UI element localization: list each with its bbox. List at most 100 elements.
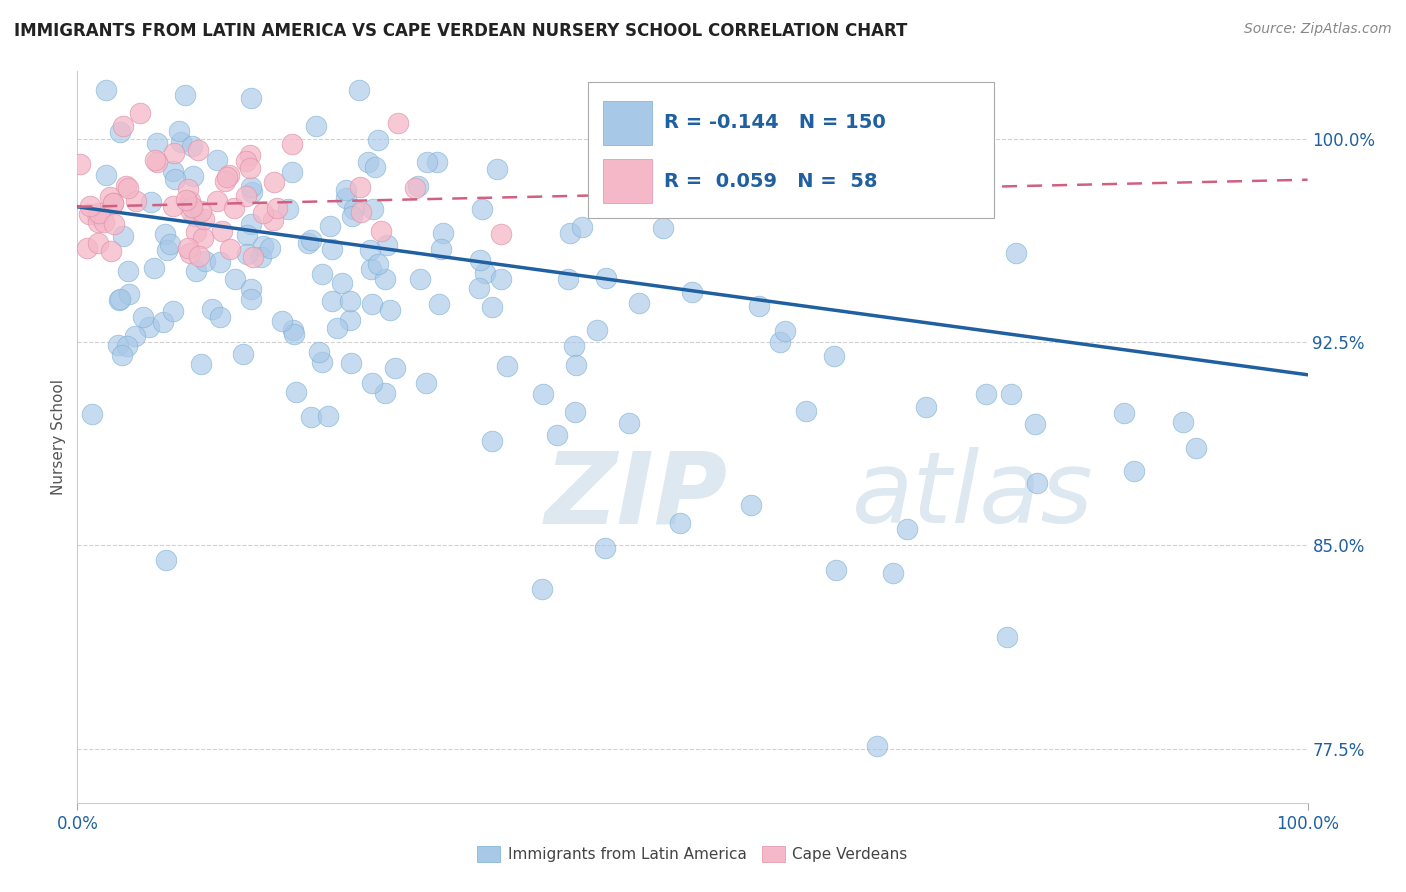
- Point: [124, 329, 146, 343]
- Point: [378, 303, 401, 318]
- Point: [426, 155, 449, 169]
- Point: [361, 202, 384, 216]
- Point: [1185, 442, 1208, 456]
- Point: [1000, 386, 1022, 401]
- Point: [129, 105, 152, 120]
- Point: [132, 310, 155, 324]
- FancyBboxPatch shape: [588, 82, 994, 218]
- Point: [470, 253, 492, 268]
- Point: [404, 181, 426, 195]
- Point: [335, 190, 357, 204]
- Point: [170, 135, 193, 149]
- Point: [335, 183, 357, 197]
- Point: [557, 272, 579, 286]
- Point: [259, 241, 281, 255]
- Point: [184, 209, 207, 223]
- Bar: [603, 101, 652, 145]
- Point: [311, 267, 333, 281]
- Point: [214, 174, 236, 188]
- Point: [359, 243, 381, 257]
- Point: [239, 148, 262, 162]
- Point: [283, 326, 305, 341]
- Point: [143, 261, 166, 276]
- Point: [162, 164, 184, 178]
- Point: [177, 182, 200, 196]
- Point: [299, 233, 322, 247]
- Point: [208, 310, 231, 324]
- Point: [361, 297, 384, 311]
- Point: [146, 155, 169, 169]
- Point: [321, 293, 343, 308]
- Point: [533, 387, 555, 401]
- Point: [232, 346, 254, 360]
- Point: [1173, 415, 1195, 429]
- Point: [117, 180, 139, 194]
- Text: IMMIGRANTS FROM LATIN AMERICA VS CAPE VERDEAN NURSERY SCHOOL CORRELATION CHART: IMMIGRANTS FROM LATIN AMERICA VS CAPE VE…: [14, 22, 907, 40]
- Point: [485, 162, 508, 177]
- Point: [107, 293, 129, 308]
- Point: [1026, 476, 1049, 491]
- Point: [415, 376, 437, 390]
- Y-axis label: Nursery School: Nursery School: [51, 379, 66, 495]
- Point: [356, 155, 378, 169]
- Point: [240, 292, 263, 306]
- Text: R = -0.144   N = 150: R = -0.144 N = 150: [664, 113, 886, 132]
- Point: [1122, 464, 1144, 478]
- Point: [180, 203, 202, 218]
- Point: [98, 190, 121, 204]
- Point: [564, 358, 586, 372]
- Point: [896, 522, 918, 536]
- Point: [100, 244, 122, 258]
- Point: [240, 185, 263, 199]
- Point: [107, 337, 129, 351]
- Point: [343, 202, 366, 216]
- Point: [326, 321, 349, 335]
- Point: [1114, 406, 1136, 420]
- Point: [321, 242, 343, 256]
- Point: [108, 292, 131, 306]
- Point: [218, 242, 240, 256]
- Point: [406, 179, 429, 194]
- Point: [361, 376, 384, 391]
- Point: [181, 139, 204, 153]
- Point: [468, 281, 491, 295]
- Point: [242, 251, 264, 265]
- Point: [350, 204, 373, 219]
- Point: [89, 206, 111, 220]
- Point: [384, 361, 406, 376]
- Point: [823, 349, 845, 363]
- Point: [162, 304, 184, 318]
- Text: R =  0.059   N =  58: R = 0.059 N = 58: [664, 171, 877, 191]
- Point: [349, 83, 371, 97]
- Point: [138, 319, 160, 334]
- Point: [101, 195, 124, 210]
- Point: [187, 143, 209, 157]
- Point: [217, 169, 239, 184]
- Point: [239, 91, 262, 105]
- Point: [235, 188, 257, 202]
- Point: [115, 339, 138, 353]
- Point: [997, 630, 1019, 644]
- Point: [496, 359, 519, 374]
- Point: [111, 120, 134, 134]
- Point: [145, 136, 167, 150]
- Point: [619, 416, 641, 430]
- Point: [156, 243, 179, 257]
- Point: [79, 198, 101, 212]
- Point: [190, 204, 212, 219]
- Point: [586, 323, 609, 337]
- Point: [651, 221, 673, 235]
- Point: [111, 348, 134, 362]
- Point: [69, 157, 91, 171]
- Bar: [603, 159, 652, 203]
- Point: [866, 739, 889, 753]
- Point: [184, 264, 207, 278]
- Point: [188, 249, 211, 263]
- Point: [740, 498, 762, 512]
- Point: [162, 198, 184, 212]
- Text: Source: ZipAtlas.com: Source: ZipAtlas.com: [1244, 22, 1392, 37]
- Point: [240, 180, 263, 194]
- Point: [340, 209, 363, 223]
- Point: [205, 153, 228, 167]
- Point: [252, 239, 274, 253]
